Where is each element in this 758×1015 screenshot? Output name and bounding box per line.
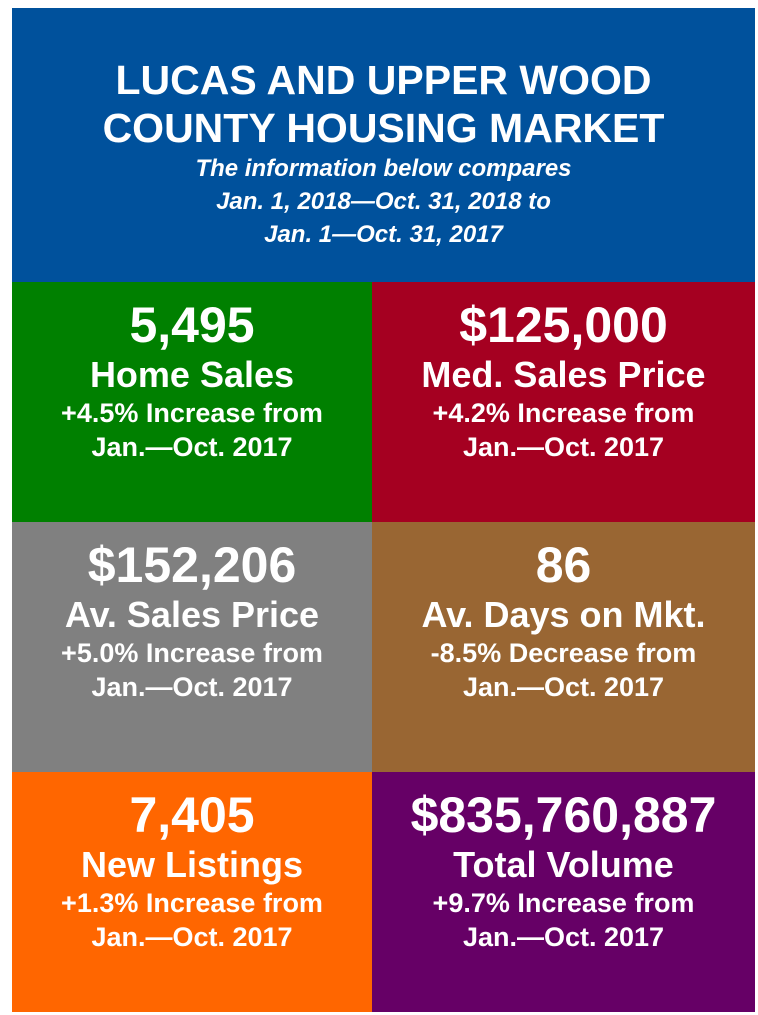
stat-change: -8.5% Decrease from <box>430 638 697 668</box>
stat-value: 5,495 <box>129 297 255 353</box>
subtitle-line: Jan. 1, 2018—Oct. 31, 2018 to <box>216 188 551 215</box>
stat-value: $835,760,887 <box>410 787 717 843</box>
stat-period: Jan.—Oct. 2017 <box>91 672 293 702</box>
subtitle-line: The information below compares <box>195 155 572 182</box>
stat-period: Jan.—Oct. 2017 <box>462 922 665 952</box>
stat-label: Av. Days on Mkt. <box>421 594 706 635</box>
stat-label: Total Volume <box>453 844 674 885</box>
stat-period: Jan.—Oct. 2017 <box>91 432 293 462</box>
stat-period: Jan.—Oct. 2017 <box>462 432 665 462</box>
stat-change: +4.5% Increase from <box>61 398 323 428</box>
stat-tile: 86 Av. Days on Mkt. -8.5% Decrease from Jan… <box>372 522 755 772</box>
stat-change: +5.0% Increase from <box>61 638 323 668</box>
stat-period: Jan.—Oct. 2017 <box>91 922 293 952</box>
stat-tile: 5,495 Home Sales +4.5% Increase from Jan.—O… <box>12 282 372 522</box>
stat-value: 7,405 <box>129 787 255 843</box>
title-line: COUNTY HOUSING MARKET <box>102 105 665 151</box>
stat-change: +4.2% Increase from <box>432 398 695 428</box>
title-line: LUCAS AND UPPER WOOD <box>115 57 652 103</box>
stat-tile: $835,760,887 Total Volume +9.7% Increase f… <box>372 772 755 1012</box>
stat-label: Med. Sales Price <box>421 354 706 395</box>
stat-label: New Listings <box>80 844 304 885</box>
stat-value: $125,000 <box>459 297 668 353</box>
stat-label: Home Sales <box>89 354 295 395</box>
stat-tile: $152,206 Av. Sales Price +5.0% Increase fr… <box>12 522 372 772</box>
stat-change: +1.3% Increase from <box>61 888 323 918</box>
stat-label: Av. Sales Price <box>64 594 320 635</box>
stat-value: $152,206 <box>87 537 297 593</box>
subtitle-line: Jan. 1—Oct. 31, 2017 <box>264 221 503 248</box>
stat-tile: $125,000 Med. Sales Price +4.2% Increase f… <box>372 282 755 522</box>
stat-change: +9.7% Increase from <box>432 888 695 918</box>
stat-value: 86 <box>535 537 592 593</box>
header: LUCAS AND UPPER WOOD COUNTY HOUSING MARK… <box>12 8 755 282</box>
stat-tile: 7,405 New Listings +1.3% Increase from Jan.… <box>12 772 372 1012</box>
stat-period: Jan.—Oct. 2017 <box>462 672 665 702</box>
